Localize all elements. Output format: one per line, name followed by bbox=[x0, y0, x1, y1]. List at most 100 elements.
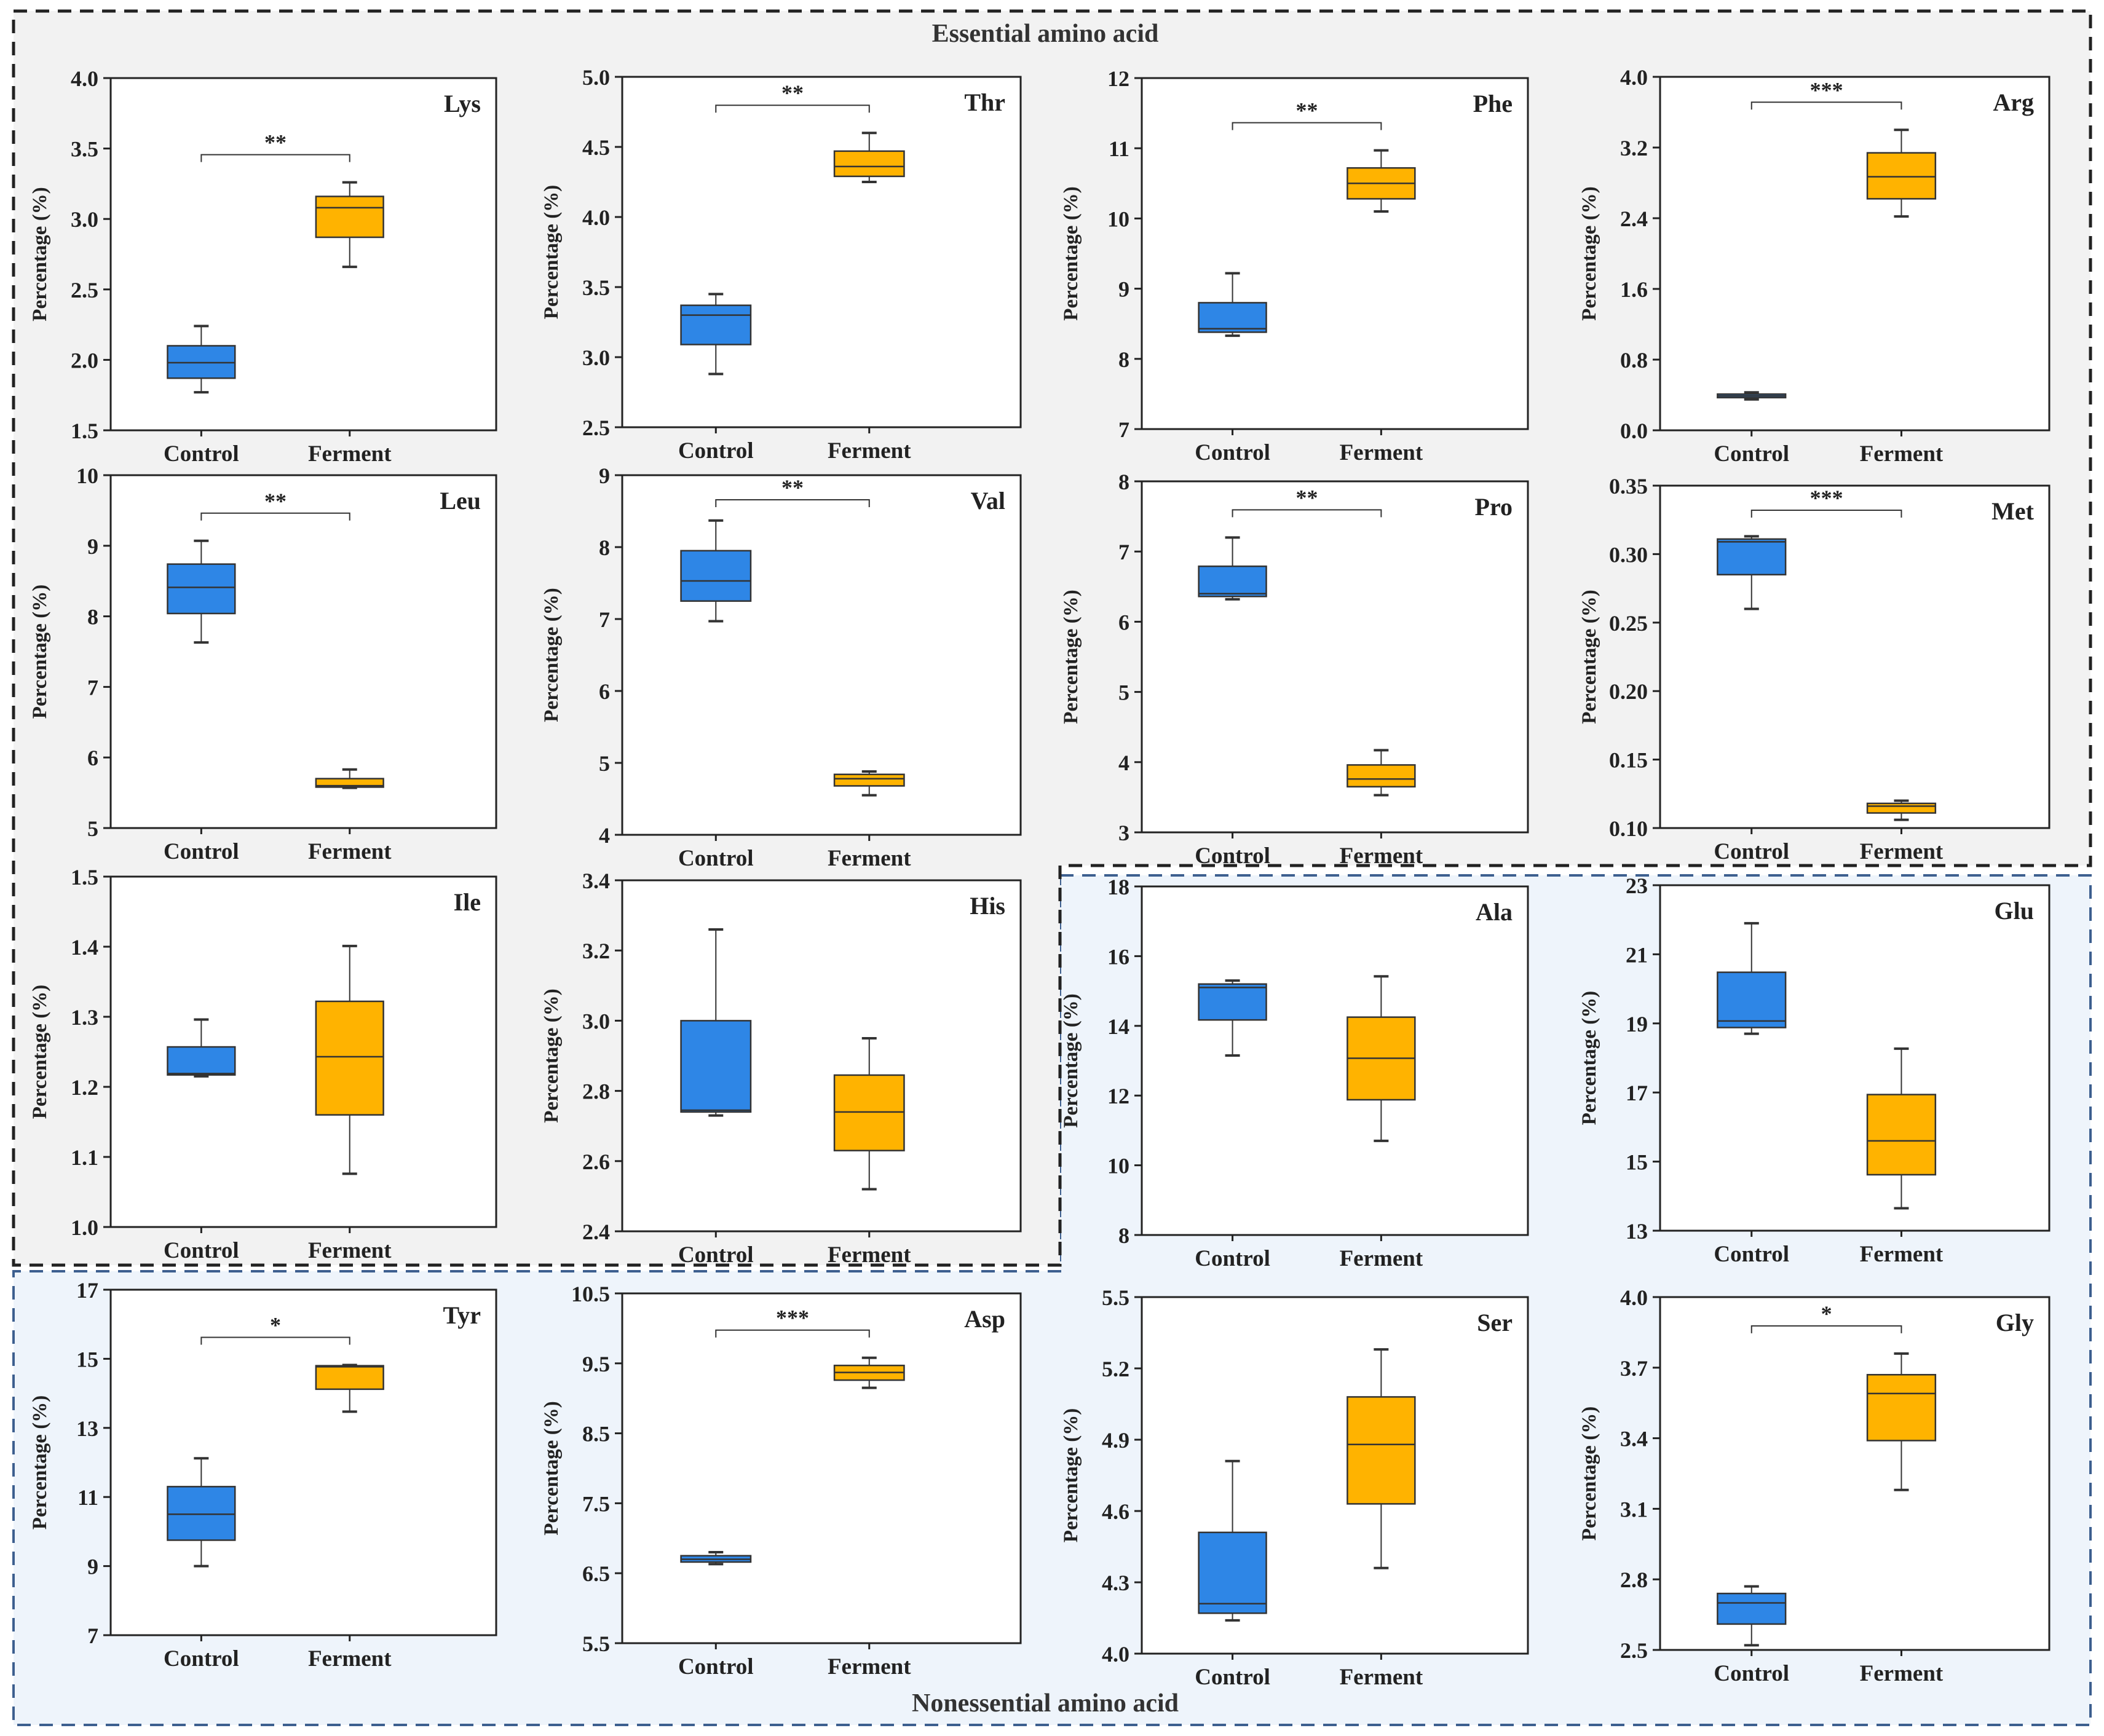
y-tick-label: 4.0 bbox=[1620, 1285, 1648, 1310]
ferment-box bbox=[833, 1074, 905, 1151]
y-tick-label: 4 bbox=[599, 823, 610, 848]
y-axis-label: Percentage (%) bbox=[1578, 590, 1600, 724]
y-tick-label: 1.2 bbox=[71, 1075, 98, 1100]
y-tick-label: 7 bbox=[599, 607, 610, 632]
y-tick-label: 8 bbox=[1118, 1223, 1129, 1248]
y-tick-label: 18 bbox=[1107, 875, 1129, 899]
significance-bracket bbox=[200, 1336, 350, 1345]
y-tick-label: 2.4 bbox=[582, 1220, 610, 1244]
y-tick-label: 4.6 bbox=[1102, 1499, 1129, 1524]
y-tick-label: 7 bbox=[1118, 540, 1129, 564]
y-tick-label: 0.10 bbox=[1609, 816, 1648, 841]
x-tick-label: Control bbox=[1195, 440, 1270, 465]
y-tick-label: 1.3 bbox=[71, 1005, 98, 1030]
y-tick-label: 21 bbox=[1626, 942, 1648, 967]
control-box bbox=[680, 550, 752, 602]
y-tick-label: 3.4 bbox=[1620, 1427, 1648, 1451]
y-tick-label: 2.6 bbox=[582, 1150, 610, 1174]
y-tick-label: 13 bbox=[76, 1416, 98, 1441]
y-tick-label: 8 bbox=[87, 605, 98, 629]
control-box bbox=[1717, 1592, 1787, 1625]
panel-title: Tyr bbox=[443, 1301, 481, 1329]
x-tick-label: Control bbox=[678, 1242, 754, 1268]
control-box bbox=[1198, 302, 1267, 333]
y-tick-label: 3.1 bbox=[1620, 1497, 1648, 1521]
y-tick-label: 13 bbox=[1626, 1219, 1648, 1244]
y-tick-label: 12 bbox=[1107, 66, 1129, 91]
y-tick-label: 8 bbox=[599, 535, 610, 560]
y-tick-label: 10 bbox=[76, 464, 98, 488]
y-tick-label: 3.2 bbox=[1620, 136, 1648, 160]
plot-area bbox=[621, 474, 1022, 836]
y-tick-label: 7 bbox=[87, 675, 98, 700]
y-tick-label: 2.8 bbox=[582, 1079, 610, 1104]
y-tick-label: 2.5 bbox=[71, 278, 98, 302]
x-tick-label: Control bbox=[1714, 1242, 1789, 1267]
y-tick-label: 0.20 bbox=[1609, 679, 1648, 704]
y-axis-label: Percentage (%) bbox=[29, 585, 51, 719]
y-tick-label: 17 bbox=[1626, 1081, 1648, 1105]
ferment-box bbox=[833, 150, 905, 178]
panel-title: His bbox=[970, 892, 1005, 920]
plot-area bbox=[109, 474, 497, 829]
y-tick-label: 3.5 bbox=[71, 137, 98, 162]
x-tick-label: Ferment bbox=[1340, 843, 1423, 869]
plot-area bbox=[1659, 484, 2051, 829]
panel-title: Val bbox=[971, 487, 1005, 515]
panel-title: Leu bbox=[440, 487, 481, 515]
x-tick-label: Ferment bbox=[1340, 440, 1423, 465]
x-tick-label: Ferment bbox=[1340, 1665, 1423, 1690]
y-tick-label: 5.5 bbox=[582, 1631, 610, 1656]
y-tick-label: 1.4 bbox=[71, 935, 98, 960]
x-tick-label: Control bbox=[678, 438, 754, 464]
significance-label: * bbox=[270, 1313, 281, 1338]
y-tick-label: 10 bbox=[1107, 207, 1129, 231]
significance-label: ** bbox=[264, 130, 287, 155]
control-box bbox=[680, 304, 752, 345]
box-plot-panels: 1.5 2.0 2.5 3.0 3.5 4.0 Percentage (%) Control F… bbox=[29, 65, 2051, 1690]
panel-title: Met bbox=[1991, 497, 2035, 525]
x-tick-label: Ferment bbox=[828, 1242, 911, 1268]
y-axis-label: Percentage (%) bbox=[540, 185, 563, 319]
x-tick-label: Control bbox=[164, 1238, 239, 1263]
y-tick-label: 10 bbox=[1107, 1154, 1129, 1178]
y-tick-label: 0.30 bbox=[1609, 542, 1648, 567]
y-tick-label: 14 bbox=[1107, 1014, 1129, 1039]
panel-lys: 1.5 2.0 2.5 3.0 3.5 4.0 Percentage (%) Control F… bbox=[29, 66, 497, 467]
ferment-box bbox=[833, 773, 905, 787]
y-tick-label: 9.5 bbox=[582, 1352, 610, 1376]
ferment-box bbox=[315, 1000, 384, 1116]
y-axis-label: Percentage (%) bbox=[1578, 186, 1600, 320]
panel-title: Phe bbox=[1473, 90, 1513, 117]
significance-bracket bbox=[1232, 509, 1382, 518]
y-tick-label: 3.0 bbox=[71, 207, 98, 232]
y-tick-label: 8 bbox=[1118, 470, 1129, 494]
x-tick-label: Ferment bbox=[828, 846, 911, 871]
x-tick-label: Control bbox=[164, 839, 239, 864]
y-tick-label: 4.9 bbox=[1102, 1428, 1129, 1453]
y-tick-label: 5 bbox=[599, 751, 610, 776]
ferment-box bbox=[1347, 1396, 1416, 1505]
y-tick-label: 0.0 bbox=[1620, 419, 1648, 443]
control-box bbox=[167, 1046, 236, 1076]
y-tick-label: 16 bbox=[1107, 944, 1129, 969]
panel-title: Thr bbox=[964, 89, 1005, 116]
y-axis-label: Percentage (%) bbox=[540, 988, 563, 1122]
ferment-box bbox=[1866, 1094, 1937, 1176]
y-tick-label: 1.5 bbox=[71, 865, 98, 890]
y-tick-label: 2.5 bbox=[1620, 1638, 1648, 1663]
y-axis-label: Percentage (%) bbox=[1060, 993, 1082, 1127]
ferment-box bbox=[1347, 764, 1416, 788]
significance-bracket bbox=[1750, 101, 1902, 110]
x-tick-label: Ferment bbox=[1860, 1661, 1944, 1686]
x-tick-label: Ferment bbox=[308, 441, 392, 467]
x-tick-label: Control bbox=[678, 1654, 754, 1679]
ferment-box bbox=[1866, 1374, 1937, 1442]
panel-val: 4 5 6 7 8 9 Percentage (%) Control Ferment Val ** bbox=[540, 464, 1022, 871]
x-tick-label: Control bbox=[1714, 1661, 1789, 1686]
y-tick-label: 4 bbox=[1118, 751, 1129, 775]
y-tick-label: 3.5 bbox=[582, 275, 610, 300]
y-tick-label: 9 bbox=[599, 464, 610, 488]
y-tick-label: 4.0 bbox=[1102, 1642, 1129, 1667]
